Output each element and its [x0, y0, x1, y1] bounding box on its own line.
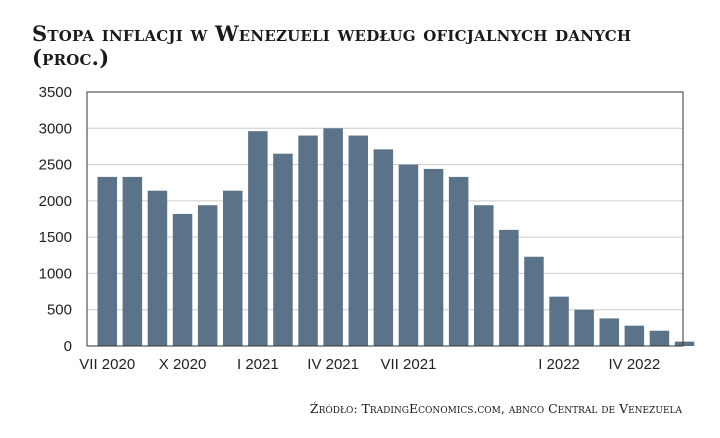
x-tick-label: I 2021 — [237, 356, 279, 373]
bar — [524, 256, 544, 346]
y-tick-label: 1000 — [39, 265, 72, 282]
bar — [298, 135, 318, 346]
y-axis-ticks: 0 500 1000 1500 2000 2500 3000 3500 — [39, 84, 72, 355]
bar — [448, 176, 469, 346]
plot-frame — [86, 91, 684, 347]
bar — [223, 190, 243, 346]
chart-title: Stopa inflacji w Wenezueli według oficja… — [32, 21, 632, 70]
y-tick-label: 500 — [47, 302, 72, 319]
bar — [474, 205, 494, 346]
bar — [122, 176, 143, 346]
bar — [323, 128, 343, 346]
y-tick-label: 0 — [64, 338, 72, 355]
x-axis-ticks: VII 2020 X 2020 I 2021 IV 2021 VII 2021 I 202… — [79, 356, 660, 373]
bar — [574, 309, 594, 346]
bar — [147, 190, 168, 346]
bar — [348, 135, 368, 346]
x-tick-label: I 2022 — [538, 356, 580, 373]
y-tick-label: 3000 — [39, 120, 72, 137]
bar — [97, 176, 117, 346]
y-tick-label: 2000 — [39, 193, 72, 210]
bar — [398, 164, 419, 346]
x-tick-label: IV 2022 — [608, 356, 660, 373]
bar — [549, 296, 569, 346]
x-tick-label: VII 2021 — [381, 356, 437, 373]
bar — [172, 213, 193, 346]
y-tick-label: 1500 — [39, 229, 72, 246]
bar — [649, 330, 670, 346]
bar — [674, 341, 695, 346]
x-tick-label: VII 2020 — [79, 356, 135, 373]
bars — [97, 128, 695, 346]
bar — [624, 325, 645, 346]
x-tick-label: X 2020 — [159, 356, 207, 373]
bar — [248, 131, 268, 346]
bar — [197, 205, 218, 346]
y-tick-label: 2500 — [39, 157, 72, 174]
bar — [273, 153, 293, 346]
y-tick-label: 3500 — [39, 84, 72, 101]
source-note: Źródło: TradingEconomics.com, abnco Cent… — [309, 401, 682, 416]
bar — [499, 229, 519, 346]
bar — [423, 168, 444, 346]
bar — [373, 149, 394, 346]
x-tick-label: IV 2021 — [307, 356, 359, 373]
bar — [599, 318, 619, 346]
